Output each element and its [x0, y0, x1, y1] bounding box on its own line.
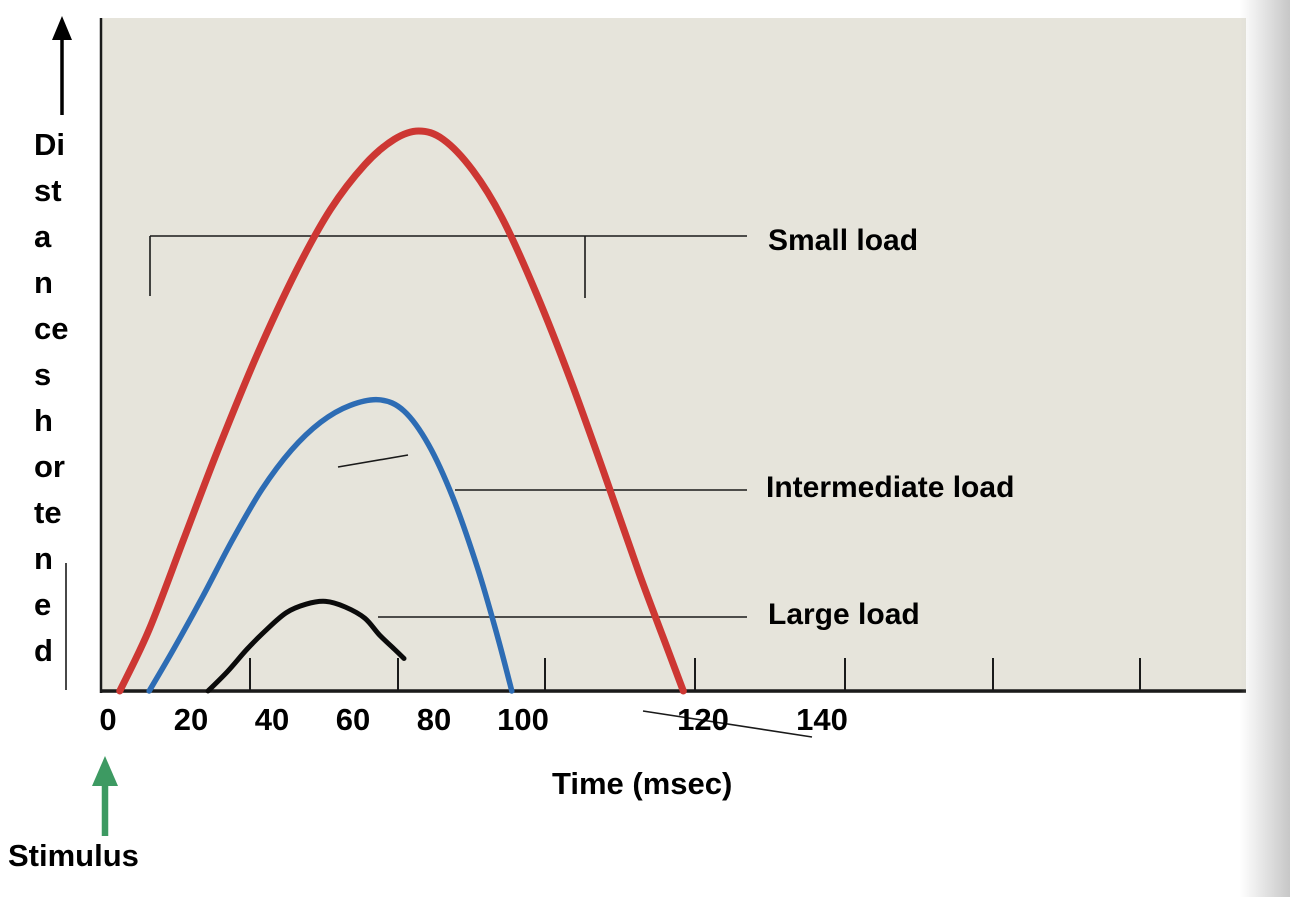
annotation-line — [337, 454, 409, 468]
annotation-line — [642, 710, 813, 738]
y-axis-label-chunk: a — [34, 219, 52, 254]
y-axis-label-chunk: or — [34, 449, 65, 484]
y-axis-label-chunk: n — [34, 265, 53, 300]
stimulus-arrow-head — [92, 756, 118, 786]
curve-large-load — [205, 598, 407, 694]
annotation-intermediate-load: Intermediate load — [766, 471, 1015, 504]
annotation-small-load: Small load — [768, 224, 919, 257]
y-axis-label-chunk: d — [34, 633, 53, 668]
y-axis-label-chunk: s — [34, 357, 52, 392]
y-axis-label-chunk: te — [34, 495, 62, 530]
y-axis-arrow-head — [52, 16, 72, 40]
y-axis-label-chunk: ce — [34, 311, 69, 346]
y-axis-label-chunk: h — [34, 403, 53, 438]
y-axis-label-chunk: st — [34, 173, 62, 208]
y-axis-label: Di st a n ce s h or te n e d — [34, 122, 106, 674]
curve-intermediate-load — [146, 396, 515, 694]
curve-small-load — [116, 127, 687, 695]
plot-area — [100, 18, 1246, 693]
y-axis-label-chunk: n — [34, 541, 53, 576]
x-axis-title: Time (msec) — [552, 766, 733, 801]
annotation-large-load: Large load — [768, 598, 920, 631]
stimulus-label: Stimulus — [8, 838, 139, 873]
y-axis-label-chunk: e — [34, 587, 52, 622]
slide-edge-gradient — [1240, 0, 1290, 897]
y-axis-label-chunk: Di — [34, 127, 65, 162]
